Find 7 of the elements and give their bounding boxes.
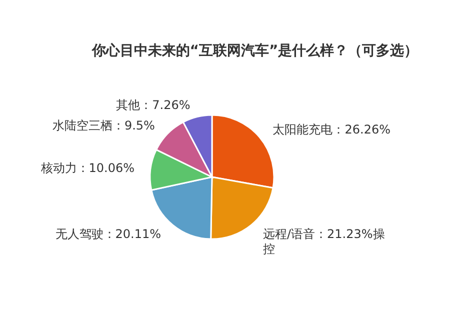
slice-label: 太阳能充电：26.26% — [272, 122, 391, 136]
slice-label: 远程/语音：21.23%操控 — [262, 227, 385, 256]
slice-label: 水陆空三栖：9.5% — [52, 118, 155, 132]
slice-label: 核动力：10.06% — [40, 161, 135, 176]
chart-title: 你心目中未来的“互联网汽车”是什么样？（可多选） — [90, 42, 418, 59]
slice-label: 其他：7.26% — [116, 98, 190, 112]
slice-label: 无人驾驶：20.11% — [55, 227, 162, 242]
